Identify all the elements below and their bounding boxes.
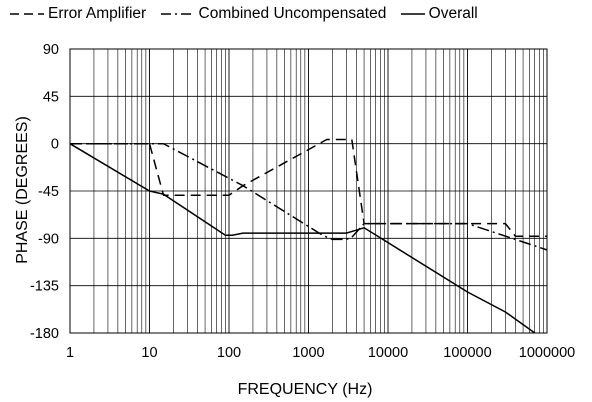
y-tick-label: 45 [43,89,59,105]
series-line-combined-uncompensated [70,142,547,251]
legend-item-overall: Overall [400,5,478,23]
x-tick-label: 1 [66,345,74,361]
x-tick-label: 10 [141,345,157,361]
series-line-overall [70,143,537,333]
x-tick-label: 10000 [368,345,408,361]
legend-swatch-dash [10,13,44,15]
tick-labels: 90 45 0 -45 -90 -135 -180 1 10 100 1000 10000 100000… [30,42,575,361]
legend-label: Error Amplifier [48,5,147,22]
legend-item-error-amplifier: Error Amplifier [10,5,146,23]
legend-label: Combined Uncompensated [198,5,387,22]
legend-label: Overall [428,5,478,22]
y-tick-label: -180 [30,326,59,342]
legend-item-combined-uncompensated: Combined Uncompensated [160,5,387,23]
y-tick-label: 90 [43,42,59,58]
y-tick-label: -90 [38,231,59,247]
series-lines [70,138,547,333]
y-tick-label: -45 [38,184,59,200]
x-axis-label: FREQUENCY (Hz) [238,381,373,398]
grid [69,48,547,334]
x-tick-label: 1000 [292,345,324,361]
x-tick-label: 100000 [443,345,491,361]
legend: Error Amplifier Combined Uncompensated O… [10,5,488,23]
legend-swatch-dashdot [160,13,195,15]
x-tick-label: 100 [217,345,241,361]
y-tick-label: 0 [51,137,59,153]
y-tick-label: -135 [30,279,59,295]
y-axis-label: PHASE (DEGREES) [14,116,31,264]
series-line-error-amplifier [70,138,547,237]
legend-swatch-solid [400,13,425,15]
x-tick-label: 1000000 [519,345,575,361]
plot-frame [69,48,548,334]
